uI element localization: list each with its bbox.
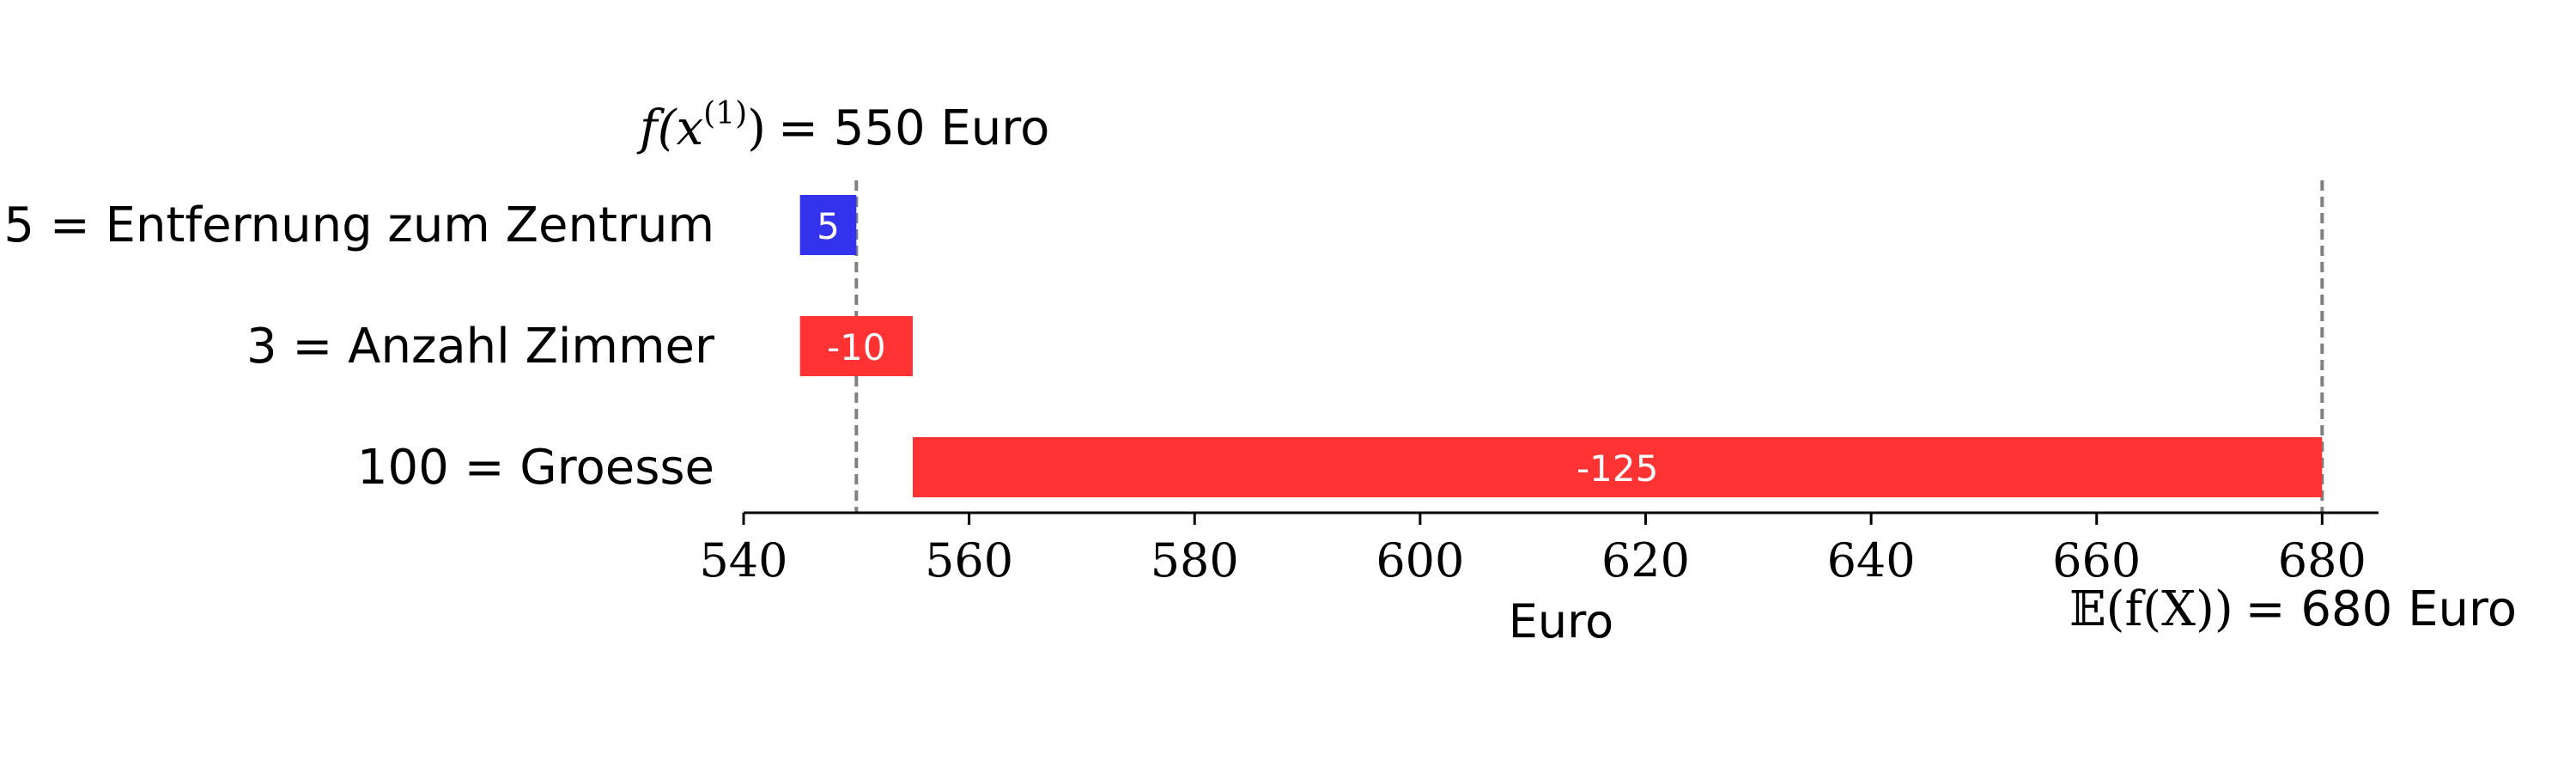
category-labels: 5 = Entfernung zum Zentrum 3 = Anzahl Zim… (3, 198, 715, 496)
x-tick-label: 580 (1151, 533, 1239, 587)
x-axis-ticks: 540 560 580 600 620 640 660 680 (699, 513, 2366, 587)
x-tick-label: 540 (699, 533, 787, 587)
bars: 5 -10 -125 (799, 195, 2323, 497)
prediction-math-close: ) (747, 100, 766, 156)
expected-math: 𝔼(f(X)) (2069, 581, 2233, 637)
x-tick-label: 660 (2052, 533, 2141, 587)
prediction-value: = 550 Euro (778, 100, 1049, 156)
prediction-annotation: f(x(1)) = 550 Euro (636, 96, 1049, 156)
bar-value-label: -10 (827, 326, 886, 368)
bar-0 (799, 195, 857, 255)
bar-value-label: 5 (817, 205, 840, 247)
expected-value: = 680 Euro (2245, 581, 2517, 637)
x-tick-label: 560 (925, 533, 1013, 587)
x-tick-label: 620 (1601, 533, 1690, 587)
x-axis-label: Euro (1509, 594, 1613, 648)
x-tick-label: 600 (1376, 533, 1464, 587)
bar-value-label: -125 (1577, 447, 1658, 490)
bar-2 (912, 437, 2323, 497)
x-tick-label: 640 (1827, 533, 1916, 587)
category-label: 3 = Anzahl Zimmer (246, 319, 715, 374)
category-label: 5 = Entfernung zum Zentrum (3, 198, 714, 253)
x-tick-label: 680 (2278, 533, 2366, 587)
bar-1 (799, 316, 913, 376)
expected-value-annotation: 𝔼(f(X)) = 680 Euro (2069, 581, 2517, 637)
prediction-math-superscript: (1) (703, 96, 747, 131)
category-label: 100 = Groesse (357, 440, 714, 496)
prediction-math: f(x (636, 100, 703, 156)
